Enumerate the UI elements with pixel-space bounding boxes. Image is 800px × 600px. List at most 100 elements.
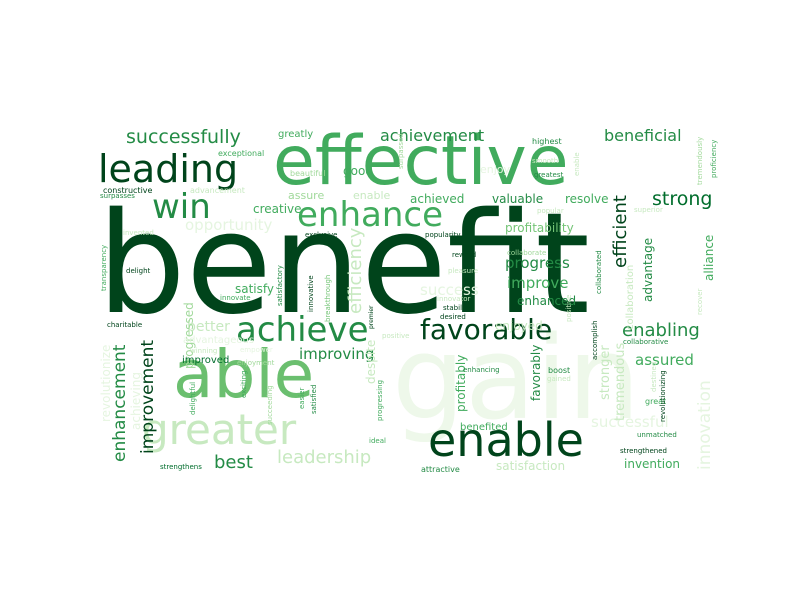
word-gain: gain bbox=[392, 312, 641, 446]
word-advancement: advancement bbox=[190, 186, 245, 195]
word-enhance: enhance bbox=[297, 195, 444, 235]
word-better: better bbox=[187, 319, 230, 335]
word-favorably: favorably bbox=[529, 344, 543, 401]
word-assured: assured bbox=[635, 351, 694, 369]
word-revolutionize: revolutionize bbox=[99, 344, 113, 422]
word-achieving: achieving bbox=[129, 372, 143, 430]
word-creative: creative bbox=[253, 202, 302, 216]
word-favorable: favorable bbox=[420, 313, 553, 346]
word-constructive: constructive bbox=[103, 186, 153, 195]
word-pleasure: pleasure bbox=[448, 267, 479, 275]
word-satisfaction: satisfaction bbox=[496, 459, 566, 473]
word-improving: improving bbox=[299, 345, 375, 363]
word-unmatched: unmatched bbox=[637, 431, 677, 439]
word-enable: enable bbox=[428, 413, 584, 467]
word-easier: easier bbox=[298, 387, 306, 409]
word-efficiency: efficiency bbox=[345, 227, 366, 314]
word-stronger: stronger bbox=[598, 345, 613, 400]
word-exciting: exciting bbox=[240, 370, 248, 398]
word-proficiency: proficiency bbox=[710, 139, 718, 178]
word-efficient: efficient bbox=[610, 195, 631, 268]
word-enjoyed: enjoyed bbox=[495, 319, 543, 333]
word-innovate: innovate bbox=[220, 294, 251, 302]
word-revolutionizing: revolutionizing bbox=[659, 370, 667, 422]
word-great: great bbox=[645, 397, 667, 406]
word-satisfactory: satisfactory bbox=[276, 265, 284, 306]
word-boost: boost bbox=[548, 366, 571, 375]
word-satisfy: satisfy bbox=[235, 282, 275, 296]
word-premier: premier bbox=[368, 305, 375, 329]
word-strengthened: strengthened bbox=[620, 447, 667, 455]
word-popular: popular bbox=[537, 207, 564, 215]
word-improved: improved bbox=[182, 355, 230, 366]
word-effective: effective bbox=[273, 122, 569, 201]
word-able: able bbox=[173, 336, 315, 413]
word-success: success bbox=[420, 281, 479, 299]
word-successful: successful bbox=[591, 413, 669, 431]
word-gained: gained bbox=[547, 375, 571, 383]
word-accomplish: accomplish bbox=[591, 320, 599, 360]
word-exclusive: exclusive bbox=[305, 231, 338, 239]
word-enhancing: enhancing bbox=[463, 366, 500, 374]
word-empower: empower bbox=[240, 346, 273, 354]
word-advantageous: advantageous bbox=[183, 335, 255, 346]
word-strengthens: strengthens bbox=[160, 463, 202, 471]
word-innovative: innovative bbox=[307, 275, 315, 312]
word-positive: positive bbox=[382, 332, 410, 340]
word-leading: leading bbox=[98, 147, 239, 191]
word-leadership: leadership bbox=[277, 447, 372, 468]
word-collaborated: collaborated bbox=[595, 250, 603, 294]
word-invention: invention bbox=[624, 457, 681, 471]
word-assure: assure bbox=[288, 189, 325, 202]
word-delightful: delightful bbox=[189, 381, 197, 415]
word-advantage: advantage bbox=[641, 237, 655, 302]
word-enhancement: enhancement bbox=[110, 344, 130, 462]
word-popularity: popularity bbox=[425, 231, 461, 239]
word-stability: stability bbox=[443, 304, 471, 312]
word-highest: highest bbox=[532, 137, 562, 146]
word-innovator: innovator bbox=[437, 295, 471, 303]
word-ideal: ideal bbox=[369, 437, 386, 445]
word-opportunity: opportunity bbox=[185, 216, 273, 234]
word-exceptional: exceptional bbox=[218, 149, 265, 158]
word-satisfied: satisfied bbox=[310, 384, 318, 414]
word-successfully: successfully bbox=[126, 126, 241, 148]
word-positive: positive bbox=[565, 294, 573, 322]
word-greatly: greatly bbox=[278, 129, 314, 140]
word-win: win bbox=[152, 187, 211, 227]
word-best: best bbox=[214, 452, 253, 473]
word-succeeding: succeeding bbox=[266, 385, 274, 425]
word-innovation: innovation bbox=[695, 380, 715, 470]
word-benefit: benefit bbox=[97, 183, 590, 346]
word-tremendous: tremendous bbox=[613, 342, 628, 421]
word-collaborate: collaborate bbox=[507, 249, 547, 257]
word-enable: enable bbox=[573, 152, 581, 176]
word-valuable: valuable bbox=[492, 192, 544, 206]
word-greatest: greatest bbox=[534, 171, 564, 179]
word-collaborative: collaborative bbox=[623, 338, 669, 346]
word-recover: recover bbox=[696, 288, 704, 316]
word-destined: destined bbox=[650, 361, 658, 392]
word-tremendously: tremendously bbox=[696, 136, 704, 185]
word-reward: reward bbox=[452, 251, 477, 259]
word-enabling: enabling bbox=[622, 320, 700, 341]
word-desired: desired bbox=[440, 313, 466, 321]
word-resolve: resolve bbox=[565, 192, 609, 206]
word-beneficial: beneficial bbox=[604, 126, 682, 145]
word-achieve: achieve bbox=[236, 310, 369, 350]
word-enhanced: enhanced bbox=[517, 294, 577, 308]
word-superior: superior bbox=[634, 206, 663, 214]
word-attractive: attractive bbox=[421, 465, 460, 474]
word-despite: despite bbox=[364, 339, 378, 384]
word-strong: strong bbox=[652, 188, 713, 210]
word-progress: progress bbox=[505, 254, 570, 272]
word-surpassed: surpassed bbox=[397, 133, 405, 169]
word-smooth: smooth bbox=[532, 157, 559, 165]
word-beautiful: beautiful bbox=[290, 169, 326, 178]
word-achieved: achieved bbox=[410, 192, 465, 206]
word-invented: invented bbox=[123, 229, 154, 237]
word-transparency: transparency bbox=[100, 244, 108, 291]
word-alliance: alliance bbox=[702, 234, 716, 281]
word-progressing: progressing bbox=[376, 379, 384, 421]
